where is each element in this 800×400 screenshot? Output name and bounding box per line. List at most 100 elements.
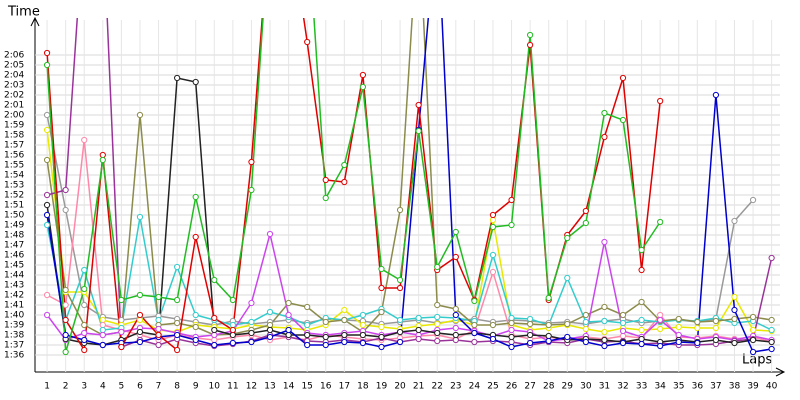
point — [118, 328, 125, 336]
point — [81, 136, 88, 144]
point — [749, 196, 757, 204]
y-tick-label: 2:04 — [4, 71, 24, 81]
y-tick-label: 2:06 — [4, 51, 24, 61]
point — [619, 332, 627, 340]
x-tick-label: 10 — [209, 382, 221, 392]
y-tick-label: 2:03 — [4, 81, 24, 91]
point — [434, 313, 441, 321]
point — [211, 341, 218, 349]
point — [118, 316, 125, 324]
point — [99, 151, 106, 159]
point — [768, 316, 775, 324]
point — [211, 331, 218, 339]
point — [62, 348, 69, 356]
point — [601, 238, 608, 246]
y-tick-label: 1:50 — [4, 211, 24, 221]
y-axis-arrow — [30, 16, 40, 27]
point — [731, 306, 738, 314]
point — [434, 329, 441, 337]
point — [304, 341, 311, 349]
x-tick-label: 15 — [301, 382, 312, 392]
point — [694, 324, 701, 332]
point — [508, 314, 515, 322]
point — [266, 308, 274, 316]
point — [211, 314, 218, 322]
x-tick-label: 21 — [413, 382, 424, 392]
point — [452, 336, 459, 344]
point — [638, 266, 645, 274]
point — [304, 321, 311, 329]
x-tick-label: 27 — [524, 382, 535, 392]
x-tick-label: 7 — [156, 382, 162, 392]
point — [601, 328, 608, 336]
point — [527, 331, 534, 339]
point — [378, 323, 385, 331]
point — [489, 251, 497, 259]
point — [415, 314, 422, 322]
point — [768, 345, 775, 353]
point — [322, 341, 329, 349]
point — [396, 316, 404, 324]
point — [62, 316, 69, 324]
point — [62, 206, 69, 214]
y-tick-label: 1:42 — [4, 291, 24, 301]
point — [657, 316, 664, 324]
point — [657, 325, 664, 333]
point — [378, 308, 385, 316]
point — [155, 331, 162, 339]
y-tick-label: 1:53 — [4, 181, 24, 191]
y-tick-label: 1:56 — [4, 151, 24, 161]
x-tick-label: 8 — [174, 382, 180, 392]
point — [43, 291, 51, 299]
point — [452, 228, 459, 236]
point — [341, 338, 348, 346]
point — [43, 126, 51, 134]
point — [489, 335, 497, 343]
x-tick-label: 36 — [692, 382, 704, 392]
point — [508, 343, 515, 351]
point — [638, 340, 645, 348]
point — [229, 296, 236, 304]
x-tick-label: 39 — [747, 382, 759, 392]
point — [545, 321, 552, 329]
series-line — [46, 18, 772, 336]
point — [62, 186, 69, 194]
point — [768, 254, 775, 262]
point — [229, 331, 236, 339]
x-tick-label: 29 — [562, 382, 574, 392]
point — [638, 326, 645, 334]
point — [582, 318, 589, 326]
point — [192, 78, 199, 86]
point — [619, 311, 627, 319]
point — [43, 49, 51, 57]
point — [174, 346, 181, 354]
point — [545, 332, 552, 340]
point — [489, 216, 497, 224]
point — [266, 230, 274, 238]
point — [508, 196, 515, 204]
point — [304, 331, 311, 339]
x-tick-label: 37 — [710, 382, 721, 392]
point — [341, 161, 348, 169]
point — [694, 339, 701, 347]
y-tick-label: 1:48 — [4, 231, 24, 241]
y-tick-label: 1:54 — [4, 171, 24, 181]
point — [396, 338, 404, 346]
point — [508, 221, 515, 229]
point — [359, 321, 367, 329]
y-tick-label: 1:39 — [4, 321, 24, 331]
y-tick-label: 1:47 — [4, 241, 24, 251]
point — [638, 335, 645, 343]
point — [749, 326, 757, 334]
series-line — [46, 233, 772, 342]
point — [582, 325, 589, 333]
point — [564, 320, 571, 328]
point — [211, 326, 218, 334]
x-tick-label: 6 — [137, 382, 143, 392]
y-tick-label: 2:01 — [4, 101, 24, 111]
point — [694, 318, 701, 326]
point — [43, 201, 51, 209]
point — [359, 311, 367, 319]
series-line — [46, 216, 772, 331]
x-tick-label: 28 — [543, 382, 555, 392]
